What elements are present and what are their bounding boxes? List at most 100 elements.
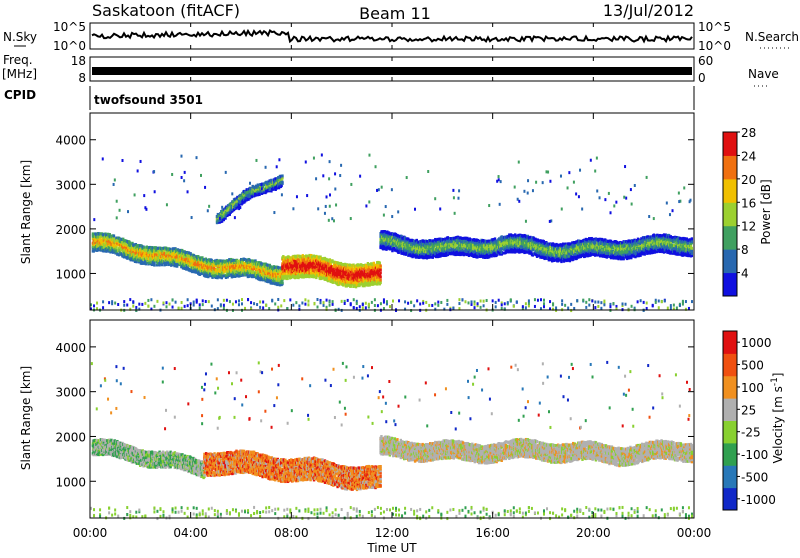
data-cell [361,284,365,288]
data-cell [500,252,503,256]
data-cell [484,239,487,243]
data-cell [405,241,408,245]
data-cell [197,255,200,259]
data-cell [332,271,335,275]
data-cell [282,276,285,280]
data-cell [127,245,130,249]
data-cell [232,258,235,262]
data-cell [310,259,314,263]
data-cell [240,263,244,267]
data-cell [476,255,479,259]
data-cell [493,237,497,241]
data-cell [185,267,188,271]
data-cell [425,239,429,243]
data-cell [442,238,445,242]
data-cell [144,262,148,266]
data-cell [377,275,381,279]
data-cell [128,245,132,249]
data-cell [106,239,109,243]
data-cell [519,237,523,241]
data-cell [268,278,272,282]
data-cell [377,269,381,273]
data-cell [132,252,135,256]
data-cell [341,267,344,271]
data-cell [190,253,193,257]
data-cell [418,244,421,248]
data-cell [366,265,370,269]
data-cell [151,246,154,250]
data-cell [105,233,108,237]
data-cell [132,249,135,253]
data-cell [202,261,205,265]
data-cell [479,243,482,247]
data-cell [204,257,207,261]
data-cell [388,232,392,236]
data-cell [281,264,284,268]
data-cell [370,274,374,278]
nsky-panel: N.Sky 10^5 10^0 10^5 10^0 N.Search [3,20,799,53]
data-cell [445,239,449,243]
data-cell [404,252,408,256]
data-cell [146,260,149,264]
data-cell [99,236,102,240]
data-cell [384,240,387,244]
data-cell [391,249,394,253]
data-cell [122,237,125,241]
data-cell [278,271,282,275]
data-cell [179,251,182,255]
data-cell [325,275,328,279]
data-cell [402,238,405,242]
data-cell [305,273,309,277]
data-cell [332,260,335,264]
nsky-tick-high: 10^5 [53,20,86,34]
data-cell [339,275,343,279]
data-cell [307,256,310,260]
data-cell [462,251,466,255]
data-cell [365,266,368,270]
data-cell [170,262,174,266]
freq-label: Freq. [3,53,33,67]
data-cell [332,273,335,277]
data-cell [457,252,461,256]
data-cell [143,253,146,257]
data-cell [499,244,503,248]
data-cell [348,263,352,267]
data-cell [213,263,217,267]
data-cell [379,281,382,285]
data-cell [248,258,251,262]
data-cell [296,258,299,262]
data-cell [310,273,313,277]
data-cell [193,260,197,264]
data-cell [447,237,450,241]
data-cell [448,242,451,246]
data-cell [471,251,474,255]
data-cell [381,231,384,235]
data-cell [315,270,318,274]
data-cell [436,244,440,248]
data-cell [220,276,224,280]
data-cell [511,234,514,238]
data-cell [198,272,202,276]
data-cell [106,237,110,241]
data-cell [278,275,282,279]
data-cell [319,255,322,259]
data-cell [547,247,551,251]
cpid-value: twofsound 3501 [94,93,203,107]
data-cell [336,272,339,276]
data-cell [455,250,459,254]
data-cell [358,266,361,270]
data-cell [500,250,503,254]
data-cell [407,237,410,241]
data-cell [120,252,123,256]
nave-tick-low: 0 [698,71,706,85]
data-cell [538,247,541,251]
data-cell [241,270,245,274]
data-cell [162,250,165,254]
data-cell [390,233,393,237]
data-cell [271,266,274,270]
data-cell [379,275,382,279]
data-cell [415,238,418,242]
data-cell [423,244,427,248]
data-cell [108,233,111,237]
data-cell [254,259,257,263]
